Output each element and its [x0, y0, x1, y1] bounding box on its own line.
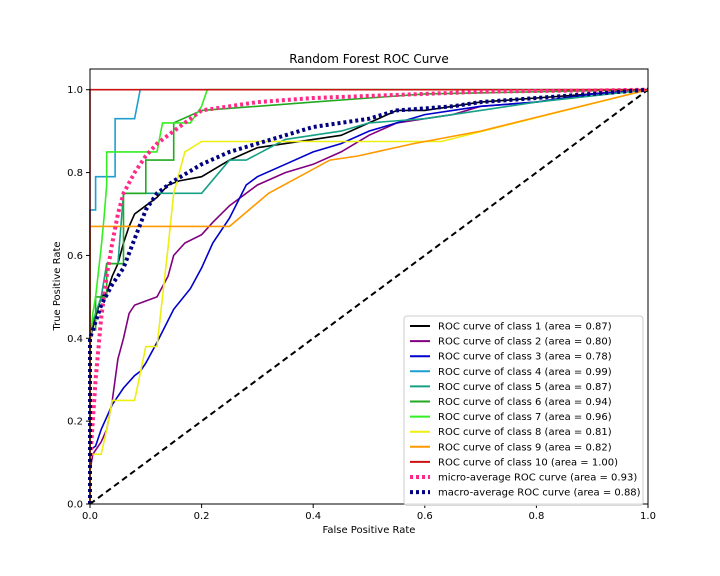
- legend-entry-label: ROC curve of class 1 (area = 0.87): [438, 322, 612, 333]
- legend-entry-label: ROC curve of class 6 (area = 0.94): [438, 397, 612, 408]
- x-tick-label: 0.8: [528, 511, 544, 522]
- y-tick-label: 0.4: [67, 334, 83, 345]
- roc-series-7: [89, 88, 648, 504]
- legend-entry-label: ROC curve of class 7 (area = 0.96): [438, 412, 612, 423]
- chance-diagonal-line: [89, 88, 649, 505]
- roc-series-9: [89, 88, 649, 504]
- y-tick-label: 0.2: [67, 417, 83, 428]
- y-tick-label: 0.8: [67, 168, 83, 179]
- roc-series-3: [89, 88, 649, 504]
- ticks-layer: 0.0 0.2 0.4 0.6 0.8 1.0 0.0 0.2 0.4 0.6 0.8 1.0: [67, 85, 656, 522]
- legend-entry-label: ROC curve of class 2 (area = 0.80): [438, 337, 612, 348]
- y-tick-label: 0.0: [67, 500, 83, 511]
- legend: ROC curve of class 1 (area = 0.87) ROC cu…: [403, 315, 644, 506]
- legend-entry-label: ROC curve of class 10 (area = 1.00): [438, 457, 618, 468]
- legend-entry-label: micro-average ROC curve (area = 0.93): [438, 473, 637, 484]
- x-tick-label: 0.4: [305, 511, 321, 522]
- legend-entry-label: ROC curve of class 5 (area = 0.87): [438, 382, 612, 393]
- legend-entry-label: ROC curve of class 4 (area = 0.99): [438, 367, 612, 378]
- x-tick-label: 0.0: [82, 511, 98, 522]
- legend-entry-label: macro-average ROC curve (area = 0.88): [438, 488, 641, 499]
- x-tick-label: 0.6: [417, 511, 433, 522]
- roc-series-6: [89, 88, 649, 504]
- roc-series-4: [89, 88, 648, 504]
- legend-entry-label: ROC curve of class 3 (area = 0.78): [438, 352, 612, 363]
- y-tick-label: 1.0: [67, 85, 83, 96]
- chart-title: Random Forest ROC Curve: [289, 52, 449, 66]
- plot-frame: [89, 68, 649, 505]
- x-tick-label: 0.2: [194, 511, 210, 522]
- y-tick-label: 0.6: [67, 251, 83, 262]
- x-axis-label: False Positive Rate: [323, 525, 416, 536]
- legend-entry-label: ROC curve of class 8 (area = 0.81): [438, 427, 612, 438]
- roc-series-12: [88, 87, 649, 504]
- x-tick-label: 1.0: [640, 511, 656, 522]
- y-axis-label: True Positive Rate: [52, 241, 63, 331]
- legend-box: [403, 315, 644, 506]
- roc-series-8: [89, 88, 649, 504]
- legend-entry-label: ROC curve of class 9 (area = 0.82): [438, 442, 612, 453]
